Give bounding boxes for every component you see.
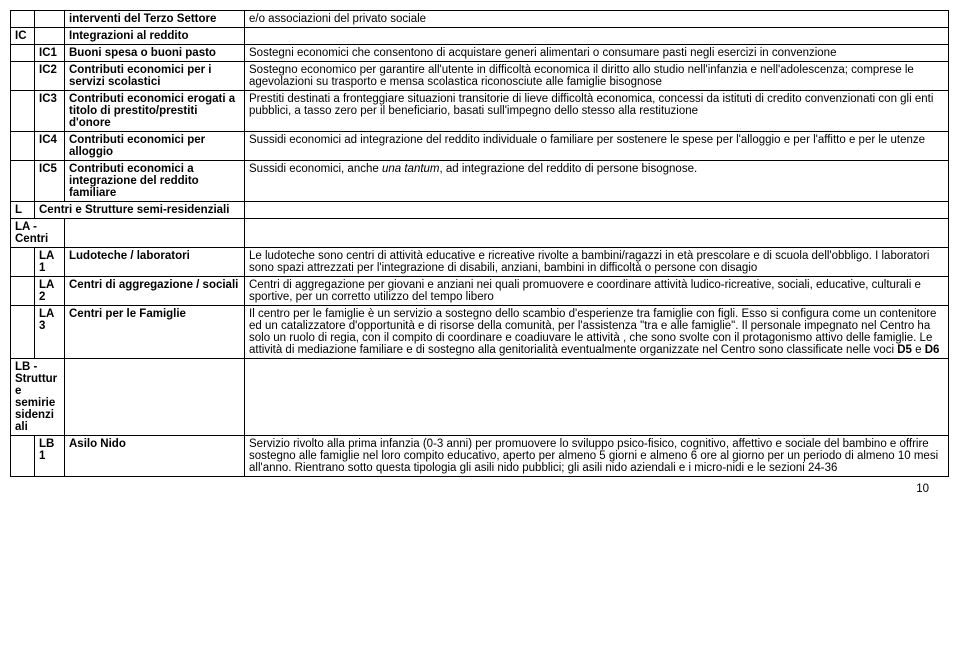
cell-c: Integrazioni al reddito <box>65 28 245 45</box>
cell-d: Sussidi economici, anche una tantum, ad … <box>245 161 949 202</box>
cell-a <box>11 277 35 306</box>
cell-c: Buoni spesa o buoni pasto <box>65 45 245 62</box>
table-row: LA2Centri di aggregazione / socialiCentr… <box>11 277 949 306</box>
table-row: IC5Contributi economici a integrazione d… <box>11 161 949 202</box>
cell-a <box>11 248 35 277</box>
table-row: IC4Contributi economici per alloggioSuss… <box>11 132 949 161</box>
cell-a <box>11 91 35 132</box>
cell-a <box>11 132 35 161</box>
table-row: LA3Centri per le FamiglieIl centro per l… <box>11 306 949 359</box>
cell-a <box>11 436 35 477</box>
cell-c: Contributi economici per i servizi scola… <box>65 62 245 91</box>
table-row: IC2Contributi economici per i servizi sc… <box>11 62 949 91</box>
cell-d: Servizio rivolto alla prima infanzia (0-… <box>245 436 949 477</box>
cell-d: Prestiti destinati a fronteggiare situaz… <box>245 91 949 132</box>
cell-b: IC3 <box>35 91 65 132</box>
group-header-cell: LA -Centri <box>11 219 65 248</box>
data-table: interventi del Terzo Settoree/o associaz… <box>10 10 949 477</box>
cell-b: LB1 <box>35 436 65 477</box>
cell-c: interventi del Terzo Settore <box>65 11 245 28</box>
cell-d: Il centro per le famiglie è un servizio … <box>245 306 949 359</box>
cell-c: Centri per le Famiglie <box>65 306 245 359</box>
cell-c: Asilo Nido <box>65 436 245 477</box>
group-header-cell: LB - Strutture semiriesidenziali <box>11 359 65 436</box>
cell-c: Centri di aggregazione / sociali <box>65 277 245 306</box>
cell-d: Sostegni economici che consentono di acq… <box>245 45 949 62</box>
cell-c <box>65 219 245 248</box>
cell-d <box>245 359 949 436</box>
cell-b: LA2 <box>35 277 65 306</box>
cell-d: e/o associazioni del privato sociale <box>245 11 949 28</box>
cell-b: IC5 <box>35 161 65 202</box>
cell-b <box>35 28 65 45</box>
cell-d: Sostegno economico per garantire all'ute… <box>245 62 949 91</box>
cell-c: Ludoteche / laboratori <box>65 248 245 277</box>
cell-d <box>245 219 949 248</box>
cell-a: IC <box>11 28 35 45</box>
table-row: IC3Contributi economici erogati a titolo… <box>11 91 949 132</box>
cell-c <box>65 359 245 436</box>
table-row: LB1Asilo NidoServizio rivolto alla prima… <box>11 436 949 477</box>
cell-c: Contributi economici a integrazione del … <box>65 161 245 202</box>
cell-c: Contributi economici per alloggio <box>65 132 245 161</box>
cell-b: LA1 <box>35 248 65 277</box>
table-row: IC1Buoni spesa o buoni pastoSostegni eco… <box>11 45 949 62</box>
cell-b: LA3 <box>35 306 65 359</box>
table-row: LB - Strutture semiriesidenziali <box>11 359 949 436</box>
cell-a <box>11 306 35 359</box>
cell-d: Sussidi economici ad integrazione del re… <box>245 132 949 161</box>
cell-d <box>245 202 949 219</box>
cell-a <box>11 45 35 62</box>
table-row: LA -Centri <box>11 219 949 248</box>
page-number: 10 <box>10 483 949 495</box>
cell-d <box>245 28 949 45</box>
table-row: LA1Ludoteche / laboratoriLe ludoteche so… <box>11 248 949 277</box>
cell-d: Centri di aggregazione per giovani e anz… <box>245 277 949 306</box>
cell-a <box>11 62 35 91</box>
cell-a <box>11 11 35 28</box>
cell-a <box>11 161 35 202</box>
cell-a: L <box>11 202 35 219</box>
cell-c: Contributi economici erogati a titolo di… <box>65 91 245 132</box>
table-row: LCentri e Strutture semi-residenziali <box>11 202 949 219</box>
cell-b: IC4 <box>35 132 65 161</box>
table-row: interventi del Terzo Settoree/o associaz… <box>11 11 949 28</box>
cell-d: Le ludoteche sono centri di attività edu… <box>245 248 949 277</box>
cell-b <box>35 11 65 28</box>
cell-b: IC2 <box>35 62 65 91</box>
section-header-cell: Centri e Strutture semi-residenziali <box>35 202 245 219</box>
table-row: IC Integrazioni al reddito <box>11 28 949 45</box>
cell-b: IC1 <box>35 45 65 62</box>
